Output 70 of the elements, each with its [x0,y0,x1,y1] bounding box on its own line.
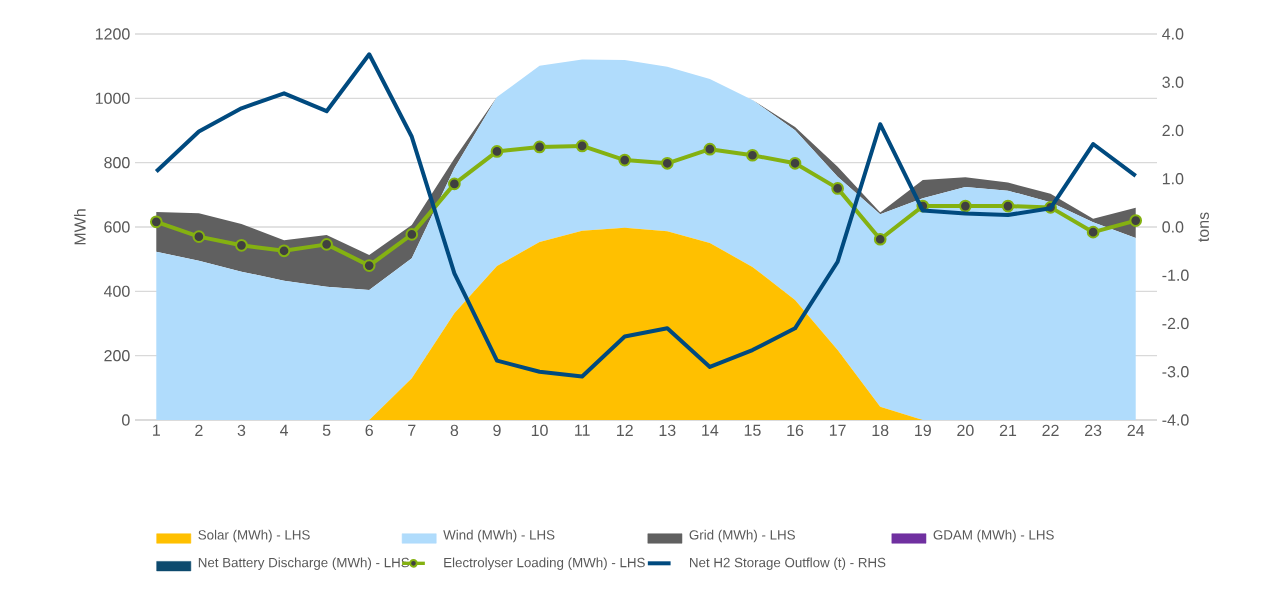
legend-label: Wind (MWh) - LHS [443,529,555,543]
point [788,156,802,170]
x-tick-label: 4 [279,424,289,436]
point [533,140,546,154]
point [192,230,206,243]
point [618,153,632,167]
point [149,215,163,229]
point [235,239,248,252]
point [660,156,674,170]
x-tick-label: 10 [531,424,548,437]
point [959,199,972,213]
y-tick-label: 1200 [95,28,130,40]
legend-label: Electrolyser Loading (MWh) - LHS [444,557,645,570]
y-tick-label: 200 [104,350,130,362]
x-tick-label: 21 [999,424,1017,436]
y2-axis-title: tons [1198,212,1209,242]
y2-tick-label: 2.0 [1162,124,1184,137]
x-tick-label: 19 [915,424,931,437]
x-tick-label: 1 [153,424,160,436]
point [448,177,461,191]
point [490,145,504,158]
y-tick-label: 400 [103,285,130,297]
point [1129,214,1143,227]
legend-label: Grid (MWh) - LHS [689,529,795,543]
point [575,139,589,153]
x-tick-label: 13 [659,424,676,437]
x-tick-label: 24 [1127,424,1145,436]
x-tick-label: 23 [1085,424,1102,437]
y2-tick-label: -1.0 [1162,269,1189,281]
y2-tick-label: -3.0 [1162,366,1189,378]
legend-label: Solar (MWh) - LHS [198,529,310,543]
point [320,238,333,251]
point [1001,199,1015,213]
point [405,228,419,241]
y2-tick-label: 3.0 [1162,76,1184,88]
y2-tick-label: 0.0 [1162,221,1184,233]
y2-tick-label: -2.0 [1162,317,1189,330]
x-tick-label: 18 [872,424,889,437]
point [362,259,376,272]
x-tick-label: 22 [1042,424,1059,436]
y2-tick-label: 4.0 [1162,28,1184,40]
x-tick-label: 7 [408,424,416,436]
point [831,182,844,195]
y2-tick-label: 1.0 [1162,173,1184,185]
x-tick-label: 6 [365,424,373,437]
x-tick-label: 8 [450,424,459,437]
x-tick-label: 2 [195,424,203,436]
x-tick-label: 14 [702,424,719,436]
point [277,244,291,258]
y-tick-label: 600 [104,221,130,233]
x-tick-label: 5 [322,424,331,436]
x-tick-label: 12 [617,424,633,436]
y2-tick-label: -4.0 [1162,414,1189,426]
y-tick-label: 1000 [95,92,130,104]
x-tick-label: 9 [493,424,501,437]
y-axis-title: MWh [73,209,86,245]
x-tick-label: 17 [829,424,846,436]
x-tick-label: 11 [575,424,590,436]
point [703,142,717,156]
point [746,148,759,162]
legend-label: Net H2 Storage Outflow (t) - RHS [690,557,886,570]
legend-label: GDAM (MWh) - LHS [933,529,1054,543]
y-tick-label: 800 [104,157,130,169]
point [1086,225,1100,239]
point [873,232,887,246]
y-tick-label: 0 [122,414,130,426]
x-tick-label: 15 [744,424,761,436]
x-tick-label: 20 [957,424,974,437]
x-tick-label: 3 [237,424,246,437]
x-tick-label: 16 [787,424,804,437]
